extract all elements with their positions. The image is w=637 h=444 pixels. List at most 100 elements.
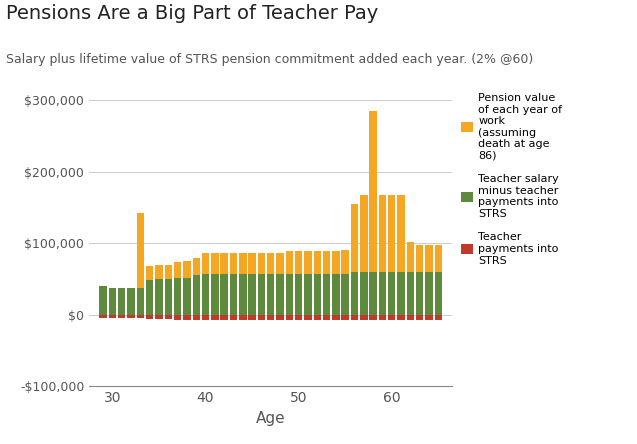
Bar — [99, 315, 107, 318]
Bar — [211, 253, 218, 274]
Bar — [137, 315, 144, 318]
Bar — [155, 265, 162, 279]
Bar — [341, 274, 349, 315]
Bar — [369, 272, 377, 315]
Bar — [174, 315, 182, 320]
Bar — [258, 253, 265, 274]
Bar — [313, 315, 321, 320]
Bar — [332, 274, 340, 315]
Bar — [379, 272, 386, 315]
Bar — [109, 315, 116, 318]
Bar — [239, 315, 247, 320]
Bar — [285, 315, 293, 320]
Bar — [248, 274, 256, 315]
Bar — [202, 253, 210, 274]
Bar — [285, 251, 293, 274]
Bar — [239, 253, 247, 274]
Bar — [369, 111, 377, 272]
Bar — [146, 281, 154, 315]
Bar — [183, 261, 190, 278]
Bar — [304, 315, 311, 320]
Bar — [220, 315, 228, 320]
Bar — [341, 250, 349, 274]
Bar — [388, 272, 396, 315]
Bar — [388, 315, 396, 320]
Bar — [230, 253, 237, 274]
Bar — [258, 274, 265, 315]
Bar — [369, 315, 377, 320]
Text: Salary plus lifetime value of STRS pension commitment added each year. (2% @60): Salary plus lifetime value of STRS pensi… — [6, 53, 534, 66]
Bar — [267, 253, 275, 274]
Bar — [192, 275, 200, 315]
Bar — [230, 274, 237, 315]
Bar — [397, 195, 404, 272]
Bar — [164, 265, 172, 279]
Bar — [248, 253, 256, 274]
Bar — [211, 315, 218, 320]
Bar — [295, 274, 303, 315]
Bar — [267, 315, 275, 320]
Bar — [434, 315, 442, 320]
Bar — [341, 315, 349, 320]
Bar — [146, 266, 154, 281]
Bar — [416, 245, 424, 272]
Bar — [397, 315, 404, 320]
Bar — [155, 279, 162, 315]
Bar — [192, 315, 200, 320]
Bar — [434, 272, 442, 315]
Bar — [155, 315, 162, 319]
Bar — [202, 274, 210, 315]
Bar — [388, 195, 396, 272]
Bar — [434, 245, 442, 272]
Bar — [220, 253, 228, 274]
Bar — [379, 195, 386, 272]
Bar — [174, 278, 182, 315]
Bar — [118, 315, 125, 318]
Bar — [360, 195, 368, 272]
Bar — [285, 274, 293, 315]
Bar — [379, 315, 386, 320]
Bar — [137, 213, 144, 288]
Bar — [426, 272, 433, 315]
Bar — [220, 274, 228, 315]
Bar — [109, 288, 116, 315]
Bar — [304, 274, 311, 315]
Bar — [276, 315, 283, 320]
Bar — [351, 272, 358, 315]
Bar — [99, 286, 107, 315]
Bar — [323, 251, 331, 274]
Bar — [127, 288, 135, 315]
Bar — [406, 242, 414, 272]
Bar — [406, 272, 414, 315]
Legend: Pension value
of each year of
work
(assuming
death at age
86), Teacher salary
mi: Pension value of each year of work (assu… — [461, 93, 562, 266]
Bar — [332, 251, 340, 274]
X-axis label: Age: Age — [256, 411, 285, 426]
Bar — [202, 315, 210, 320]
Bar — [258, 315, 265, 320]
Bar — [183, 315, 190, 320]
Bar — [351, 204, 358, 272]
Bar — [351, 315, 358, 320]
Bar — [360, 315, 368, 320]
Bar — [174, 262, 182, 278]
Bar — [304, 251, 311, 274]
Bar — [313, 274, 321, 315]
Bar — [313, 251, 321, 274]
Bar — [146, 315, 154, 319]
Bar — [295, 251, 303, 274]
Bar — [426, 245, 433, 272]
Bar — [267, 274, 275, 315]
Bar — [183, 278, 190, 315]
Bar — [239, 274, 247, 315]
Text: Pensions Are a Big Part of Teacher Pay: Pensions Are a Big Part of Teacher Pay — [6, 4, 378, 24]
Bar — [127, 315, 135, 318]
Bar — [323, 274, 331, 315]
Bar — [416, 315, 424, 320]
Bar — [295, 315, 303, 320]
Bar — [276, 274, 283, 315]
Bar — [137, 288, 144, 315]
Bar — [397, 272, 404, 315]
Bar — [360, 272, 368, 315]
Bar — [192, 258, 200, 275]
Bar — [323, 315, 331, 320]
